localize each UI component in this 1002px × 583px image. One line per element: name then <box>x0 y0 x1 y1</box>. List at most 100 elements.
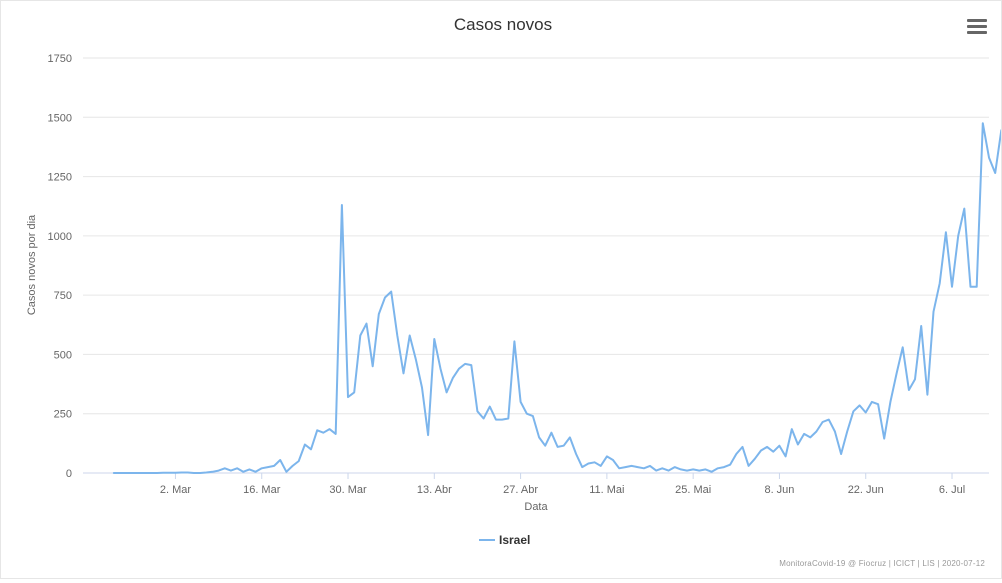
hamburger-menu-icon[interactable] <box>967 19 987 35</box>
data-point[interactable] <box>703 466 709 472</box>
data-point[interactable] <box>277 457 283 463</box>
data-point[interactable] <box>629 463 635 469</box>
data-point[interactable] <box>968 284 974 290</box>
data-point[interactable] <box>160 470 166 476</box>
data-point[interactable] <box>203 470 209 476</box>
credits-text[interactable]: MonitoraCovid-19 @ Fiocruz | ICICT | LIS… <box>779 559 985 568</box>
data-point[interactable] <box>320 430 326 436</box>
data-point[interactable] <box>863 410 869 416</box>
data-point[interactable] <box>881 436 887 442</box>
data-point[interactable] <box>678 466 684 472</box>
data-point[interactable] <box>770 449 776 455</box>
data-point[interactable] <box>518 399 524 405</box>
data-point[interactable] <box>401 370 407 376</box>
data-point[interactable] <box>894 370 900 376</box>
data-point[interactable] <box>394 333 400 339</box>
data-point[interactable] <box>912 376 918 382</box>
data-point[interactable] <box>961 206 967 212</box>
data-point[interactable] <box>900 344 906 350</box>
data-point[interactable] <box>388 289 394 295</box>
data-point[interactable] <box>253 469 259 475</box>
data-point[interactable] <box>616 465 622 471</box>
data-point[interactable] <box>801 431 807 437</box>
data-point[interactable] <box>820 419 826 425</box>
data-point[interactable] <box>986 155 992 161</box>
legend-israel-label[interactable]: Israel <box>499 533 530 547</box>
data-point[interactable] <box>579 464 585 470</box>
data-point[interactable] <box>444 389 450 395</box>
data-point[interactable] <box>530 413 536 419</box>
data-point[interactable] <box>327 426 333 432</box>
data-point[interactable] <box>407 333 413 339</box>
data-point[interactable] <box>826 417 832 423</box>
data-point[interactable] <box>672 464 678 470</box>
data-point[interactable] <box>955 233 961 239</box>
data-point[interactable] <box>832 429 838 435</box>
data-point[interactable] <box>283 469 289 475</box>
data-point[interactable] <box>555 444 561 450</box>
data-point[interactable] <box>659 465 665 471</box>
data-point[interactable] <box>450 375 456 381</box>
data-point[interactable] <box>259 465 265 471</box>
data-point[interactable] <box>622 464 628 470</box>
data-point[interactable] <box>604 453 610 459</box>
data-point[interactable] <box>924 392 930 398</box>
data-point[interactable] <box>505 416 511 422</box>
data-point[interactable] <box>364 321 370 327</box>
data-point[interactable] <box>598 463 604 469</box>
data-point[interactable] <box>376 311 382 317</box>
data-point[interactable] <box>413 356 419 362</box>
data-point[interactable] <box>776 443 782 449</box>
data-point[interactable] <box>789 426 795 432</box>
data-point[interactable] <box>869 399 875 405</box>
data-point[interactable] <box>548 430 554 436</box>
data-point[interactable] <box>573 451 579 457</box>
data-point[interactable] <box>154 470 160 476</box>
data-point[interactable] <box>746 463 752 469</box>
data-point[interactable] <box>296 458 302 464</box>
data-point[interactable] <box>635 464 641 470</box>
data-point[interactable] <box>838 451 844 457</box>
data-point[interactable] <box>240 469 246 475</box>
data-point[interactable] <box>844 429 850 435</box>
data-point[interactable] <box>585 461 591 467</box>
data-point[interactable] <box>567 434 573 440</box>
data-point[interactable] <box>783 453 789 459</box>
data-point[interactable] <box>197 470 203 476</box>
data-point[interactable] <box>111 470 117 476</box>
data-point[interactable] <box>117 470 123 476</box>
data-point[interactable] <box>727 462 733 468</box>
data-point[interactable] <box>592 459 598 465</box>
data-point[interactable] <box>721 464 727 470</box>
data-point[interactable] <box>345 394 351 400</box>
data-point[interactable] <box>302 442 308 448</box>
data-point[interactable] <box>474 408 480 414</box>
data-point[interactable] <box>875 401 881 407</box>
data-point[interactable] <box>431 336 437 342</box>
data-point[interactable] <box>185 470 191 476</box>
data-point[interactable] <box>795 442 801 448</box>
data-point[interactable] <box>351 389 357 395</box>
data-point[interactable] <box>813 429 819 435</box>
data-point[interactable] <box>339 202 345 208</box>
data-point[interactable] <box>234 465 240 471</box>
legend[interactable]: Israel <box>479 533 530 547</box>
data-point[interactable] <box>136 470 142 476</box>
data-point[interactable] <box>850 408 856 414</box>
data-point[interactable] <box>333 431 339 437</box>
data-point[interactable] <box>172 470 178 476</box>
data-point[interactable] <box>684 468 690 474</box>
data-point[interactable] <box>265 464 271 470</box>
data-point[interactable] <box>696 468 702 474</box>
data-point[interactable] <box>752 456 758 462</box>
data-point[interactable] <box>438 366 444 372</box>
data-point[interactable] <box>647 463 653 469</box>
data-point[interactable] <box>887 399 893 405</box>
data-point[interactable] <box>246 466 252 472</box>
data-point[interactable] <box>857 402 863 408</box>
data-point[interactable] <box>425 432 431 438</box>
data-point[interactable] <box>487 404 493 410</box>
data-point[interactable] <box>998 127 1001 133</box>
data-point[interactable] <box>166 470 172 476</box>
data-point[interactable] <box>764 444 770 450</box>
